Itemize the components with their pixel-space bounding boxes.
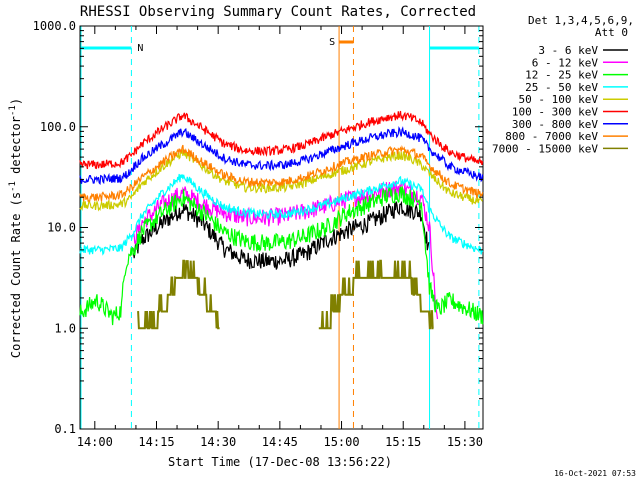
- marker-label-0: N: [137, 43, 143, 54]
- legend-label-2: 12 - 25 keV: [525, 69, 598, 82]
- x-axis-ticks: 14:00 14:15 14:30 14:45 15:00 15:15 15:30: [77, 26, 483, 449]
- x-tick-label-1: 14:15: [138, 435, 174, 449]
- y-axis-label-sup1: -1: [8, 181, 18, 192]
- x-tick-label-0: 14:00: [77, 435, 113, 449]
- legend-header-1: Det 1,3,4,5,6,9,: [528, 14, 634, 27]
- legend-label-4: 50 - 100 keV: [519, 93, 599, 106]
- y-axis-label: Corrected Count Rate (s-1 detector-1): [8, 98, 23, 358]
- legend-label-5: 100 - 300 keV: [512, 106, 598, 119]
- y-axis-label-end: ): [9, 98, 23, 105]
- plot-frame: [79, 25, 484, 430]
- x-tick-label-2: 14:30: [200, 435, 236, 449]
- y-tick-label-3: 100.0: [40, 120, 76, 134]
- series-line-2: [79, 186, 484, 326]
- y-tick-label-0: 0.1: [54, 422, 76, 436]
- x-tick-label-3: 14:45: [262, 435, 298, 449]
- legend-label-3: 25 - 50 keV: [525, 81, 598, 94]
- y-axis-label-sup2: -1: [8, 105, 18, 116]
- legend-label-0: 3 - 6 keV: [538, 44, 598, 57]
- series-line-6: [79, 125, 484, 186]
- series-line-5: [79, 110, 484, 170]
- legend-label-7: 800 - 7000 keV: [505, 130, 598, 143]
- y-tick-label-4: 1000.0: [33, 19, 76, 33]
- series-group: [79, 110, 484, 330]
- series-line-3: [79, 173, 484, 256]
- y-tick-label-2: 10.0: [47, 221, 76, 235]
- legend-label-6: 300 - 800 keV: [512, 118, 598, 131]
- x-tick-label-4: 15:00: [323, 435, 359, 449]
- footer-date: 16-Oct-2021 07:53: [554, 469, 636, 478]
- x-axis-label: Start Time (17-Dec-08 13:56:22): [168, 455, 392, 469]
- legend-header-2: Att 0: [595, 26, 628, 39]
- y-tick-label-1: 1.0: [54, 321, 76, 335]
- series-line-0: [132, 200, 430, 270]
- marker-label-2: S: [329, 37, 335, 48]
- legend-label-1: 6 - 12 keV: [532, 56, 599, 69]
- x-tick-label-5: 15:15: [385, 435, 421, 449]
- legend-label-8: 7000 - 15000 keV: [492, 142, 598, 155]
- x-tick-label-6: 15:30: [447, 435, 483, 449]
- y-axis-ticks: 0.1 1.0 10.0 100.0 1000.0: [33, 19, 483, 436]
- chart-title: RHESSI Observing Summary Count Rates, Co…: [80, 4, 476, 20]
- y-axis-label-mid: detector: [9, 116, 23, 181]
- series-line-8: [137, 259, 434, 330]
- series-line-7: [79, 144, 484, 202]
- y-axis-label-main: Corrected Count Rate (s: [9, 192, 23, 358]
